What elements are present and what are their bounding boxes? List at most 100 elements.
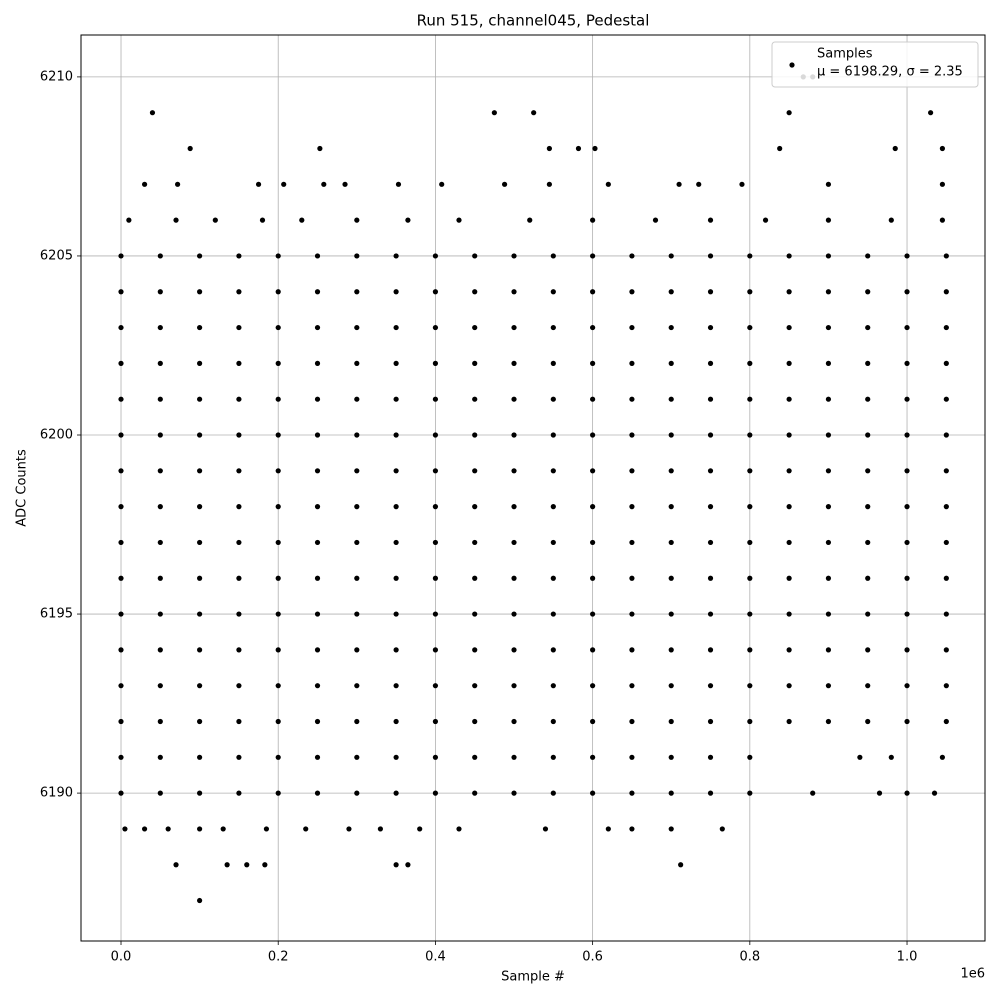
sample-point <box>393 360 399 366</box>
sample-point <box>377 826 383 832</box>
sample-point <box>236 253 242 259</box>
sample-point <box>118 360 124 366</box>
sample-point <box>888 217 894 223</box>
sample-point <box>197 754 203 760</box>
sample-point <box>943 683 949 689</box>
sample-point <box>255 181 262 187</box>
sample-point <box>590 539 596 546</box>
legend-label: Samples <box>817 47 873 62</box>
sample-point <box>393 396 399 402</box>
sample-point <box>786 718 792 725</box>
sample-point <box>126 217 132 223</box>
sample-point <box>118 718 124 725</box>
sample-point <box>393 432 399 438</box>
x-tick-label: 0.0 <box>111 950 132 965</box>
sample-point <box>865 396 871 402</box>
sample-point <box>354 539 360 546</box>
x-axis-label: Sample # <box>501 970 565 985</box>
x-tick-label: 0.6 <box>582 950 603 965</box>
sample-point <box>393 611 399 617</box>
sample-point <box>527 217 533 223</box>
sample-point <box>175 181 181 187</box>
sample-point <box>511 718 517 725</box>
y-tick-label: 6195 <box>40 607 73 622</box>
sample-point <box>299 217 305 223</box>
sample-point <box>904 790 910 796</box>
sample-point <box>275 683 281 689</box>
sample-point <box>314 360 321 366</box>
sample-point <box>157 611 163 617</box>
sample-point <box>747 754 753 760</box>
sample-point <box>590 647 596 653</box>
sample-point <box>550 396 556 402</box>
sample-point <box>939 181 945 187</box>
sample-point <box>747 611 753 617</box>
sample-point <box>825 647 832 653</box>
sample-point <box>668 360 674 366</box>
sample-point <box>865 718 871 725</box>
sample-point <box>904 289 910 295</box>
sample-point <box>865 360 871 366</box>
sample-point <box>668 539 674 546</box>
sample-point <box>678 862 684 868</box>
sample-point <box>472 432 478 438</box>
sample-point <box>762 217 769 223</box>
sample-point <box>432 324 439 331</box>
sample-point <box>629 718 635 725</box>
sample-point <box>629 468 635 474</box>
sample-point <box>275 396 281 402</box>
sample-point <box>157 539 163 546</box>
sample-point <box>314 647 321 653</box>
sample-point <box>395 181 402 187</box>
sample-point <box>118 504 124 510</box>
sample-point <box>888 754 894 760</box>
sample-point <box>825 181 832 187</box>
sample-point <box>456 826 462 832</box>
sample-point <box>939 217 945 223</box>
sample-point <box>511 611 517 617</box>
x-offset-label: 1e6 <box>960 967 985 982</box>
sample-point <box>118 575 124 581</box>
sample-point <box>472 575 478 581</box>
sample-point <box>432 253 439 259</box>
sample-point <box>432 790 439 796</box>
sample-point <box>943 432 949 438</box>
sample-point <box>511 539 517 546</box>
sample-point <box>786 360 792 366</box>
legend: Samples μ = 6198.29, σ = 2.35 <box>771 41 979 88</box>
sample-point <box>187 145 193 152</box>
sample-point <box>786 110 792 116</box>
sample-point <box>668 253 674 259</box>
sample-point <box>224 862 230 868</box>
sample-point <box>605 826 611 832</box>
sample-point <box>865 683 871 689</box>
sample-point <box>904 575 910 581</box>
sample-point <box>314 611 321 617</box>
sample-point <box>825 468 832 474</box>
sample-point <box>165 826 171 832</box>
sample-point <box>825 324 832 331</box>
sample-point <box>314 324 321 331</box>
sample-point <box>393 289 399 295</box>
sample-point <box>314 468 321 474</box>
sample-point <box>432 575 439 581</box>
sample-point <box>275 360 281 366</box>
sample-point <box>197 539 203 546</box>
sample-point <box>197 897 203 904</box>
sample-point <box>943 718 949 725</box>
sample-point <box>928 110 934 116</box>
sample-point <box>236 324 242 331</box>
sample-point <box>892 145 898 152</box>
sample-point <box>393 504 399 510</box>
sample-point <box>141 826 148 832</box>
sample-point <box>157 718 163 725</box>
sample-point <box>629 826 635 832</box>
sample-point <box>542 826 549 832</box>
sample-point <box>354 289 360 295</box>
sample-point <box>590 289 596 295</box>
x-tick-label: 0.2 <box>268 950 289 965</box>
sample-point <box>747 647 753 653</box>
sample-point <box>354 468 360 474</box>
sample-point <box>707 289 714 295</box>
sample-point <box>236 683 242 689</box>
